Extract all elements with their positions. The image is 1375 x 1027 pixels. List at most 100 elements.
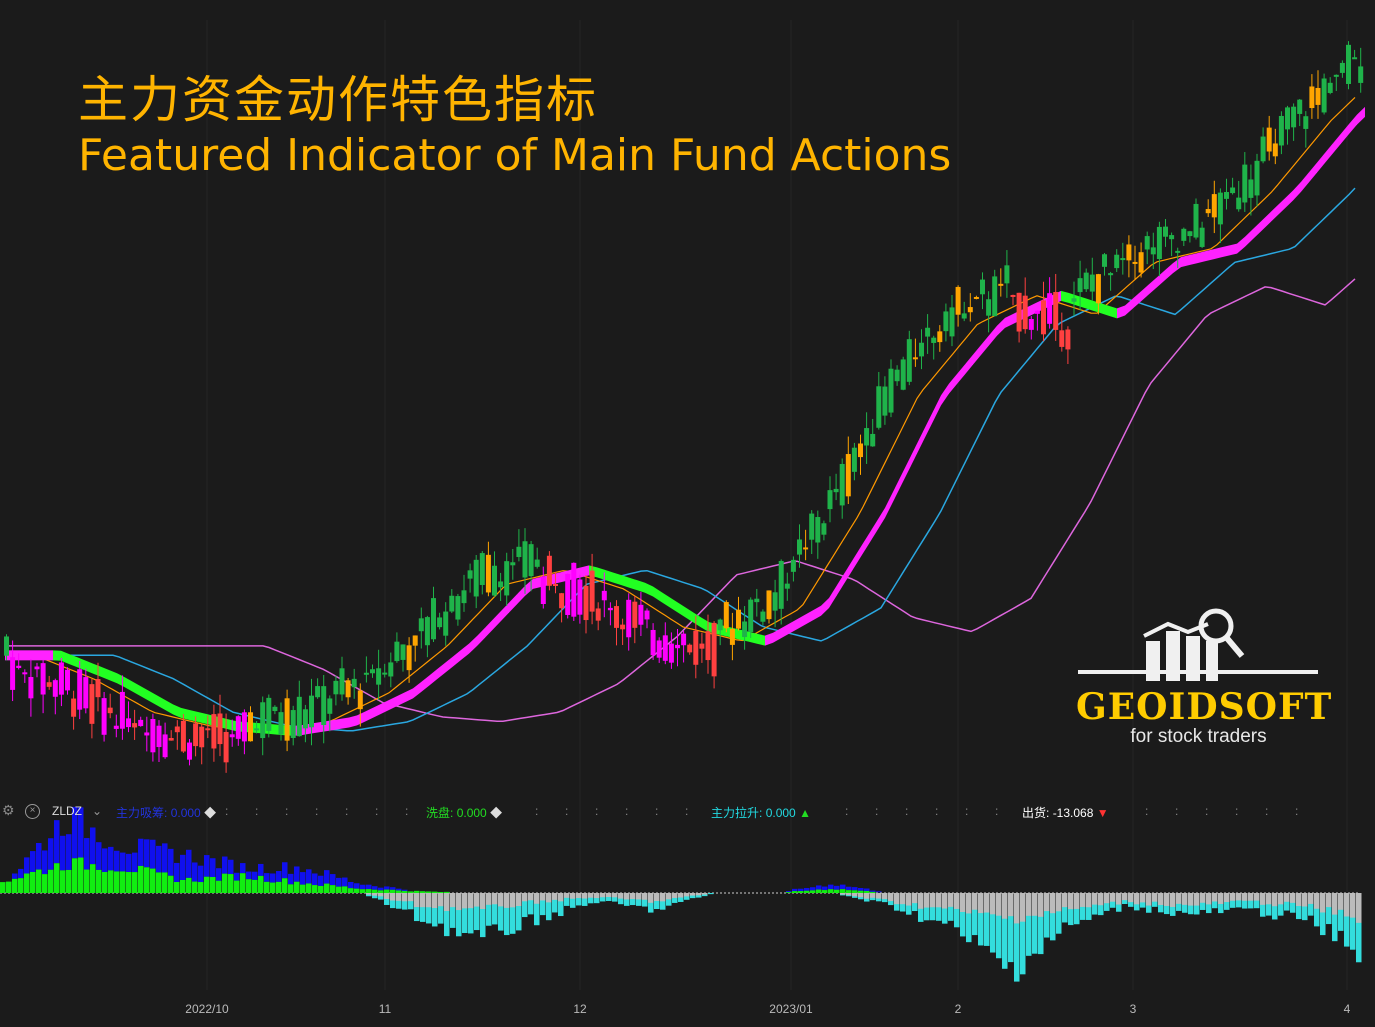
- indicator-selector[interactable]: ZLDZ ⌄: [52, 804, 102, 818]
- band-segment: [957, 364, 965, 384]
- bar-pull-up: [510, 893, 516, 934]
- band-segment: [21, 650, 29, 661]
- bar-wash: [234, 880, 240, 893]
- candle-body: [1248, 179, 1254, 198]
- candle-body: [1059, 330, 1065, 347]
- bar-accumulate: [390, 887, 396, 890]
- band-segment: [477, 627, 485, 647]
- bar-distribute: [1320, 893, 1326, 913]
- band-segment: [1333, 133, 1341, 154]
- bar-accumulate: [144, 839, 150, 868]
- candle-body: [248, 712, 253, 742]
- band-segment: [845, 559, 853, 583]
- band-segment: [165, 699, 173, 715]
- candle-body: [815, 517, 821, 543]
- bar-wash: [84, 869, 90, 893]
- candle-body: [235, 716, 241, 739]
- candle-body: [266, 697, 272, 731]
- band-segment: [1229, 243, 1237, 256]
- bar-distribute: [462, 893, 468, 909]
- bar-distribute: [444, 893, 450, 912]
- bar-accumulate: [96, 842, 102, 870]
- band-segment: [205, 713, 213, 726]
- bar-distribute: [660, 893, 666, 902]
- band-segment: [117, 673, 125, 688]
- candle-body: [309, 695, 314, 728]
- bar-wash: [252, 879, 258, 893]
- bar-distribute: [600, 893, 606, 898]
- separator-dots: :: [655, 804, 659, 818]
- bar-distribute: [624, 893, 630, 900]
- band-segment: [1349, 114, 1357, 135]
- band-segment: [1285, 190, 1293, 209]
- bar-wash: [24, 873, 30, 893]
- candle-body: [1108, 273, 1114, 276]
- bar-pull-up: [1014, 893, 1020, 982]
- bar-distribute: [1344, 893, 1350, 917]
- band-segment: [469, 636, 477, 654]
- candle-body: [498, 581, 504, 588]
- bar-accumulate: [60, 835, 66, 871]
- candle-body: [1083, 272, 1089, 290]
- bar-pull-up: [1302, 893, 1308, 921]
- candle-body: [193, 723, 199, 747]
- bar-distribute: [1020, 893, 1026, 922]
- triangle-up-icon: ▲: [799, 806, 811, 820]
- candle-body: [1333, 74, 1339, 77]
- candle-body: [205, 728, 211, 731]
- bar-accumulate: [72, 806, 78, 859]
- title-chinese: 主力资金动作特色指标: [78, 71, 598, 129]
- bar-distribute: [408, 893, 414, 902]
- bar-accumulate: [90, 827, 96, 865]
- candle-body: [449, 595, 455, 612]
- candle-body: [888, 368, 894, 413]
- bar-accumulate: [828, 884, 834, 890]
- bar-pull-up: [1002, 893, 1008, 969]
- bar-wash: [402, 890, 408, 893]
- candle-body: [241, 712, 247, 742]
- candle-body: [138, 719, 144, 727]
- candle-body: [46, 682, 52, 687]
- bar-wash: [60, 870, 66, 893]
- band-segment: [1061, 290, 1069, 304]
- bar-distribute: [1056, 893, 1062, 912]
- band-segment: [461, 643, 469, 661]
- band-segment: [509, 594, 517, 613]
- candle-body: [1022, 295, 1028, 330]
- bar-distribute: [1290, 893, 1296, 903]
- candle-body: [1010, 294, 1016, 297]
- bar-wash: [786, 892, 792, 893]
- close-icon[interactable]: ×: [25, 804, 40, 819]
- candle-body: [931, 337, 937, 343]
- bar-accumulate: [876, 891, 882, 893]
- candle-body: [687, 644, 693, 653]
- candle-body: [1144, 236, 1150, 250]
- bar-wash: [30, 871, 36, 893]
- bar-distribute: [1356, 893, 1362, 923]
- bar-wash: [102, 871, 108, 893]
- band-segment: [557, 571, 565, 584]
- separator-dots: :: [345, 804, 349, 818]
- bar-wash: [6, 881, 12, 893]
- bar-accumulate: [48, 838, 54, 870]
- band-segment: [1293, 181, 1301, 201]
- band-segment: [381, 700, 389, 714]
- band-segment: [701, 617, 709, 633]
- band-segment: [1301, 172, 1309, 192]
- bar-wash: [384, 889, 390, 893]
- bar-pull-up: [570, 893, 576, 908]
- band-segment: [221, 717, 229, 730]
- bar-accumulate: [402, 889, 408, 891]
- bar-distribute: [1146, 893, 1152, 906]
- candle-body: [894, 369, 900, 382]
- bar-distribute: [678, 893, 684, 898]
- candle-body: [748, 599, 754, 632]
- bar-distribute: [1284, 893, 1290, 902]
- candle-body: [16, 665, 22, 668]
- bar-wash: [210, 876, 216, 893]
- bar-accumulate: [864, 888, 870, 891]
- bar-pull-up: [486, 893, 492, 926]
- candle-body: [760, 611, 766, 622]
- band-segment: [1277, 198, 1285, 216]
- settings-gear-icon[interactable]: ⚙: [2, 802, 15, 818]
